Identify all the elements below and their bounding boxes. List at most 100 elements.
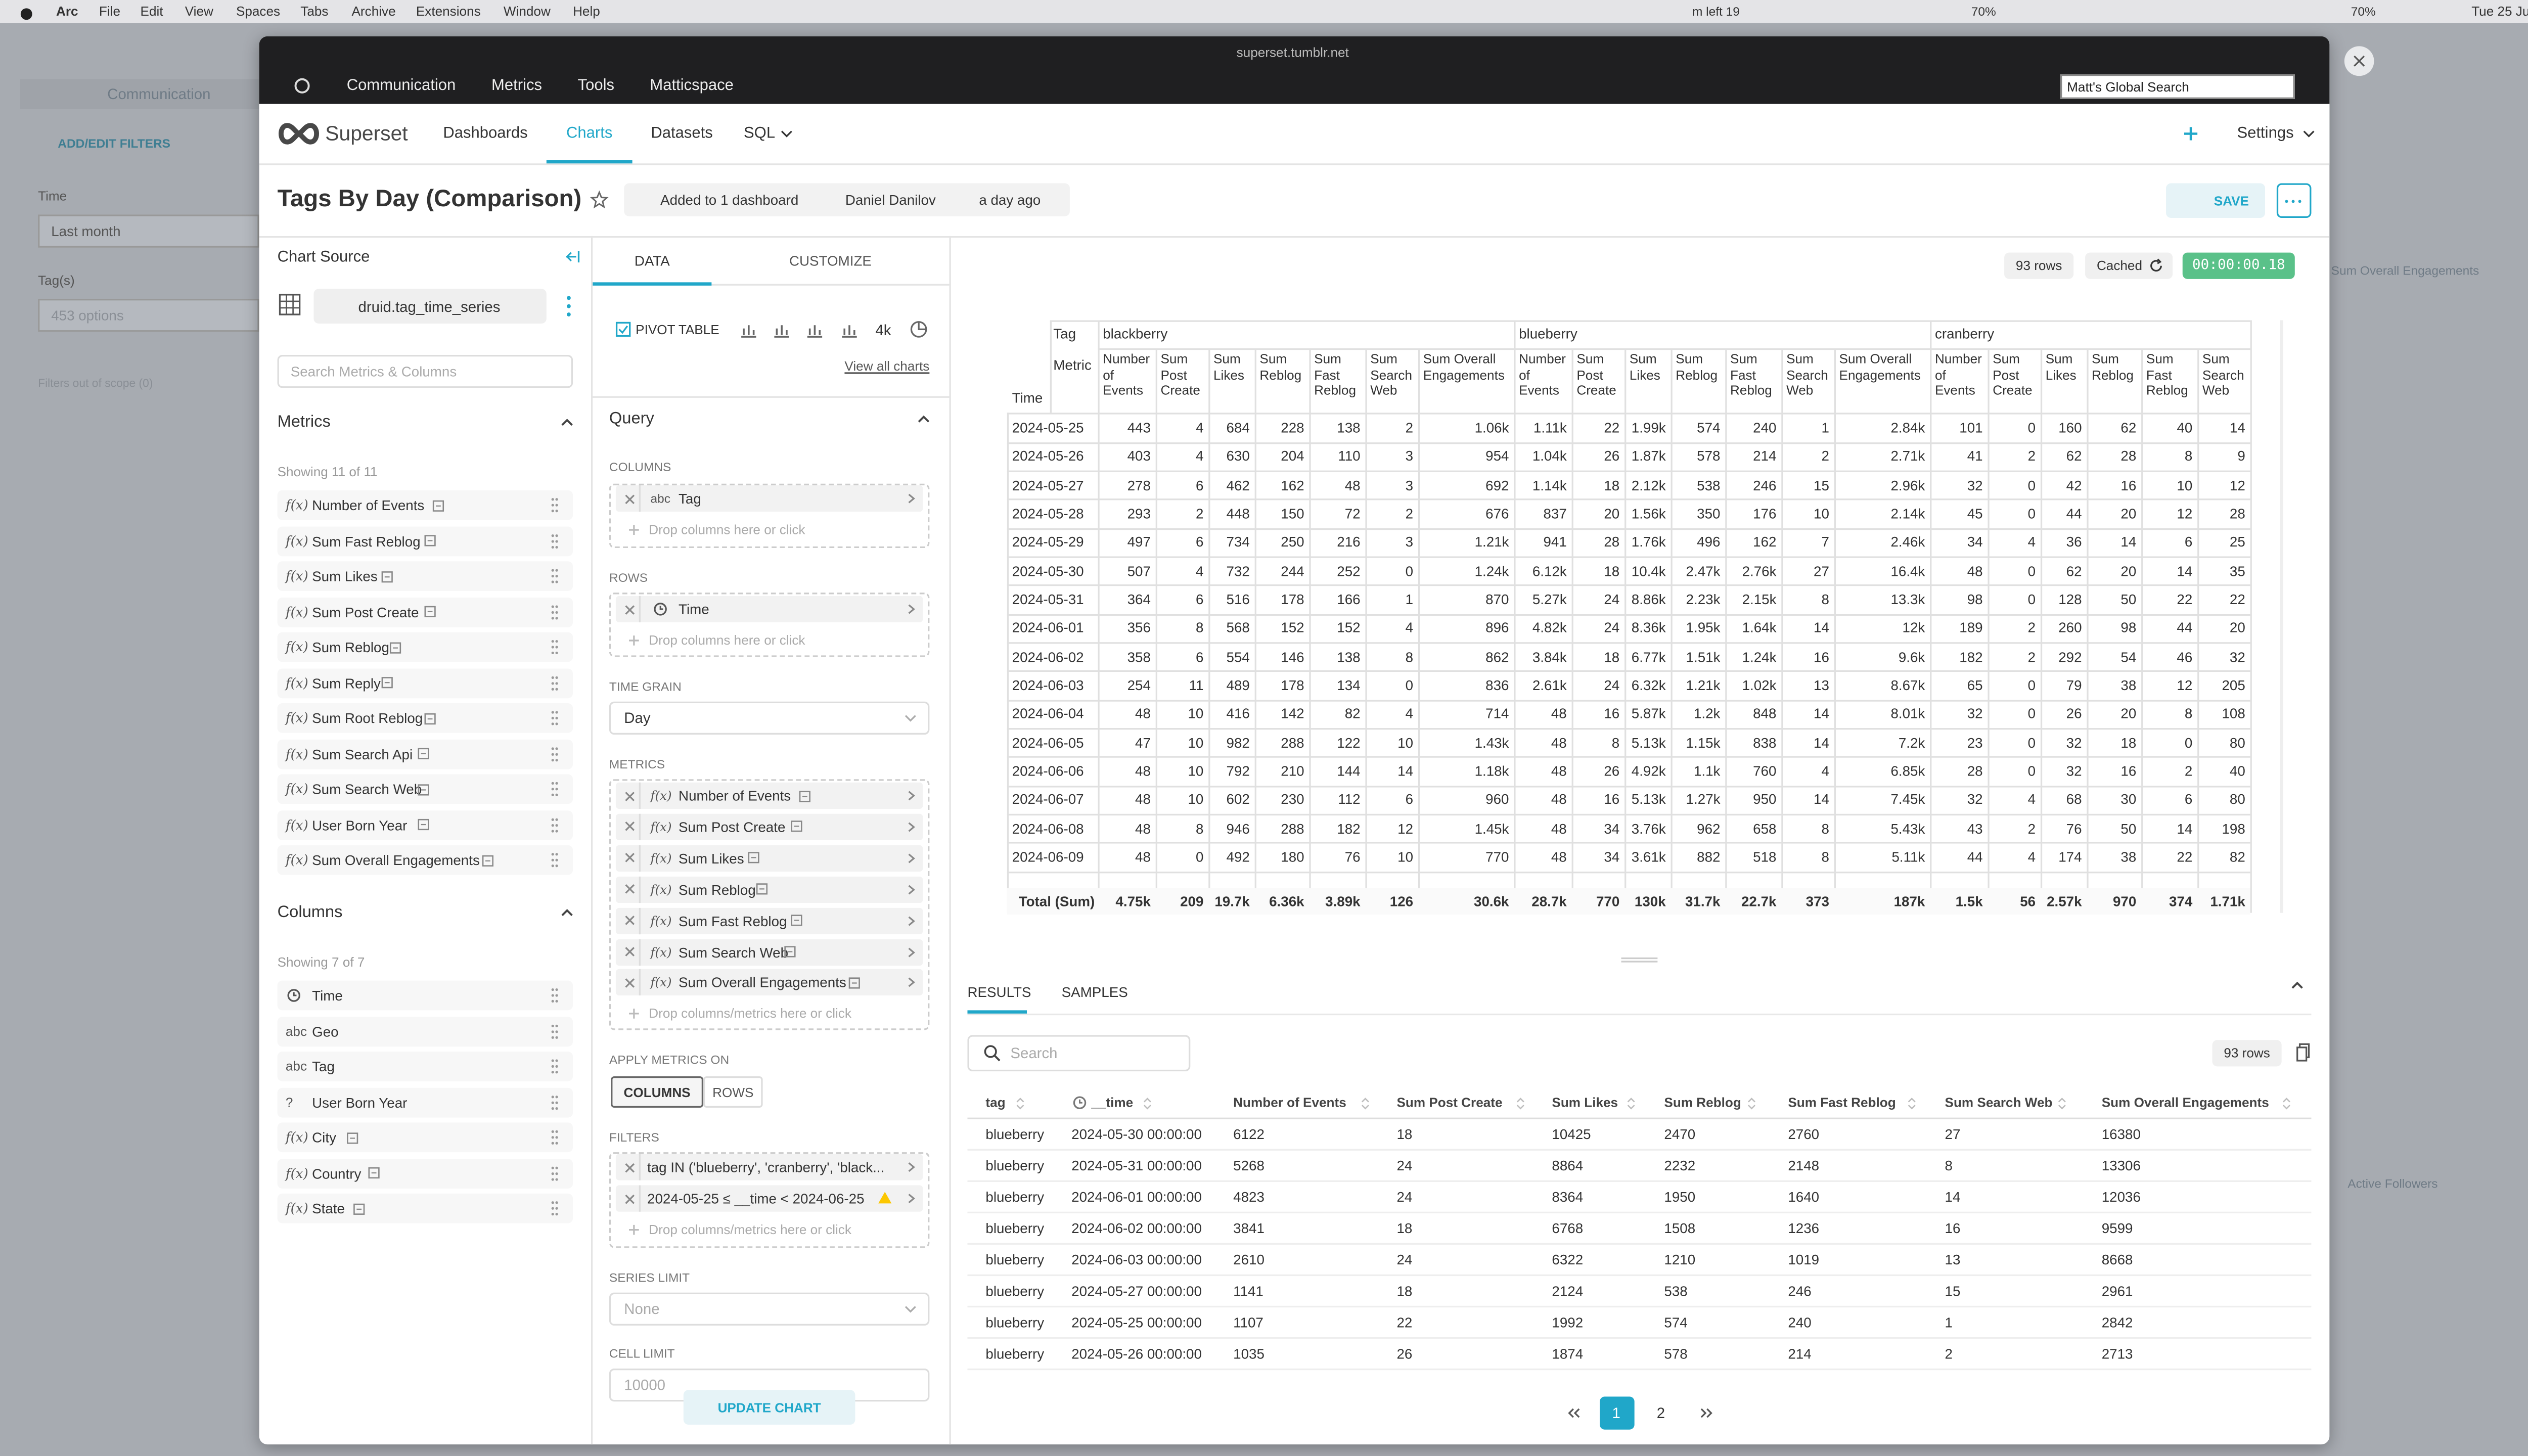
- results-header[interactable]: Sum Likes: [1552, 1095, 1618, 1110]
- chevron-icon: [918, 415, 930, 423]
- results-header[interactable]: tag: [985, 1095, 1006, 1110]
- menu-item[interactable]: Help: [573, 4, 600, 19]
- menu-item[interactable]: Window: [503, 4, 551, 19]
- pivot-cell: 1.76k: [1631, 533, 1666, 551]
- control-chip[interactable]: [615, 970, 923, 996]
- list-item[interactable]: [277, 1158, 573, 1188]
- results-header[interactable]: Sum Overall Engagements: [2101, 1095, 2269, 1110]
- control-chip[interactable]: [615, 1185, 923, 1212]
- toggle-label[interactable]: COLUMNS: [623, 1084, 691, 1100]
- search-input[interactable]: [277, 355, 573, 388]
- pivot-cell: 7: [1821, 533, 1829, 551]
- list-item[interactable]: [277, 1122, 573, 1153]
- pivot-cell: 9.6k: [1898, 648, 1925, 665]
- select[interactable]: [609, 701, 930, 735]
- list-item[interactable]: [277, 1016, 573, 1046]
- toggle-label[interactable]: ROWS: [712, 1084, 754, 1100]
- control-chip[interactable]: [615, 876, 923, 903]
- nav-item[interactable]: Metrics: [491, 76, 543, 95]
- pivot-cell: 189: [1959, 619, 1983, 636]
- list-item[interactable]: [277, 980, 573, 1011]
- list-item[interactable]: [277, 1087, 573, 1117]
- results-header[interactable]: Number of Events: [1233, 1095, 1346, 1110]
- menu-item[interactable]: View: [185, 4, 213, 19]
- results-tab[interactable]: RESULTS: [967, 984, 1031, 1000]
- page-number[interactable]: 2: [1656, 1404, 1665, 1422]
- pivot-cell: 462: [1226, 476, 1250, 493]
- list-item[interactable]: [277, 667, 573, 698]
- panel-border: [949, 236, 951, 1445]
- control-chip[interactable]: [615, 907, 923, 934]
- control-chip[interactable]: [615, 485, 923, 512]
- results-header[interactable]: Sum Search Web: [1945, 1095, 2053, 1110]
- more-button[interactable]: [2276, 183, 2312, 218]
- menu-item[interactable]: Archive: [351, 4, 396, 19]
- pivot-cell: 68: [2066, 791, 2082, 808]
- panel-tab[interactable]: CUSTOMIZE: [789, 252, 872, 269]
- column-name: Tag: [312, 1058, 335, 1075]
- menu-item[interactable]: File: [99, 4, 121, 19]
- nav-item[interactable]: Communication: [346, 76, 456, 95]
- control-chip[interactable]: [615, 782, 923, 809]
- pivot-metric: Sum Fast Reblog: [1730, 351, 1772, 398]
- menu-item[interactable]: Spaces: [236, 4, 281, 19]
- list-item[interactable]: [277, 490, 573, 520]
- column-name: Geo: [312, 1022, 339, 1039]
- metric-name: Sum Search Web: [679, 943, 789, 960]
- copy-icon: [2296, 1043, 2310, 1062]
- control-chip[interactable]: [615, 1154, 923, 1180]
- update-label[interactable]: UPDATE CHART: [717, 1399, 821, 1415]
- search-input[interactable]: [967, 1035, 1191, 1072]
- nav-item[interactable]: Tools: [577, 76, 615, 95]
- page-current[interactable]: [1600, 1396, 1635, 1430]
- control-chip[interactable]: [615, 845, 923, 872]
- list-item[interactable]: [277, 1193, 573, 1223]
- pivot-cell: 138: [1337, 419, 1361, 436]
- toggle-button[interactable]: [611, 1076, 704, 1108]
- active-underline: [546, 160, 633, 164]
- list-item[interactable]: [277, 845, 573, 875]
- list-item[interactable]: [277, 632, 573, 662]
- nav-item[interactable]: SQL: [743, 124, 776, 143]
- nav-item[interactable]: Charts: [566, 124, 613, 143]
- menu-item[interactable]: Edit: [140, 4, 163, 19]
- save-label[interactable]: SAVE: [2214, 193, 2249, 208]
- results-tab[interactable]: SAMPLES: [1061, 984, 1128, 1000]
- control-chip[interactable]: [615, 596, 923, 623]
- list-item[interactable]: [277, 561, 573, 591]
- select[interactable]: [609, 1292, 930, 1326]
- pivot-total: 22.7k: [1741, 893, 1777, 910]
- pivot-metric: Number of Events: [1103, 351, 1150, 398]
- view-all-link[interactable]: View all charts: [844, 359, 930, 374]
- results-cell: 2232: [1664, 1157, 1696, 1174]
- background-filters[interactable]: ADD/EDIT FILTERS: [58, 136, 170, 151]
- toggle-button[interactable]: [703, 1076, 763, 1108]
- page-number[interactable]: 1: [1612, 1404, 1620, 1422]
- grid-line: [1007, 413, 2250, 415]
- menu-item[interactable]: Tabs: [300, 4, 329, 19]
- grid-line: [1309, 348, 1311, 913]
- pivot-cell: 12: [2177, 676, 2193, 694]
- pivot-cell: 760: [1753, 762, 1777, 780]
- settings[interactable]: Settings: [2237, 124, 2294, 143]
- list-item[interactable]: [277, 1052, 573, 1081]
- save-button[interactable]: [2166, 183, 2266, 218]
- results-header[interactable]: Sum Post Create: [1396, 1095, 1503, 1110]
- drag-handle: [551, 604, 558, 619]
- control-chip[interactable]: [615, 938, 923, 965]
- pivot-cell: 36: [2066, 533, 2082, 551]
- grid-line: [1514, 348, 1516, 913]
- update-button[interactable]: [683, 1390, 855, 1425]
- menu-item[interactable]: Extensions: [416, 4, 481, 19]
- results-header[interactable]: Sum Fast Reblog: [1788, 1095, 1896, 1110]
- results-header[interactable]: __time: [1091, 1095, 1134, 1110]
- results-header[interactable]: Sum Reblog: [1664, 1095, 1741, 1110]
- nav-item[interactable]: Matticspace: [650, 76, 734, 95]
- global-search[interactable]: [2060, 74, 2295, 99]
- row-line: [967, 1149, 2312, 1151]
- panel-tab[interactable]: DATA: [634, 252, 670, 269]
- nav-item[interactable]: Datasets: [651, 124, 713, 143]
- refresh-icon: [2150, 258, 2162, 272]
- control-chip[interactable]: [615, 813, 923, 840]
- nav-item[interactable]: Dashboards: [443, 124, 528, 143]
